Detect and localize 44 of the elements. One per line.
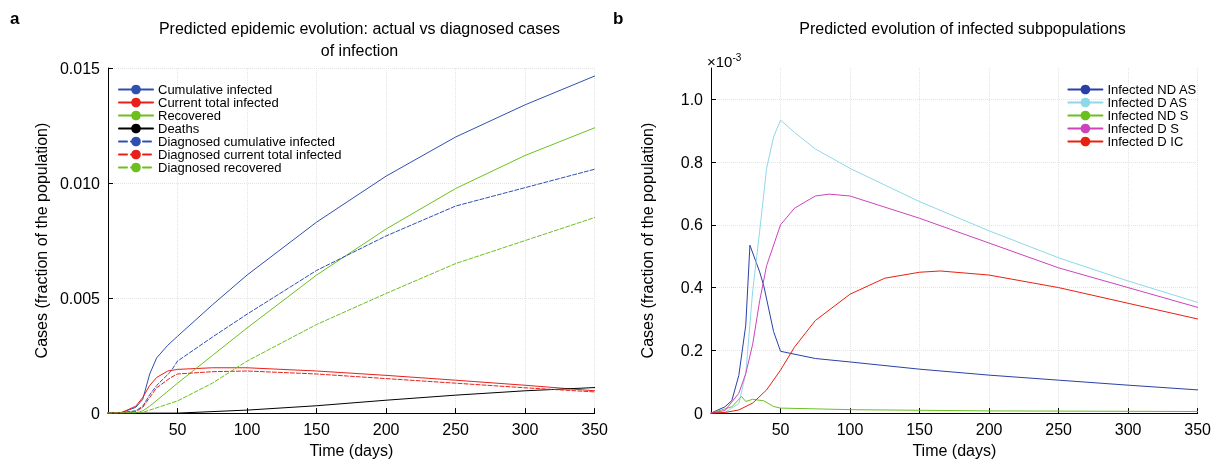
legend-label: Diagnosed current total infected bbox=[158, 147, 342, 162]
x-tick-label: 300 bbox=[1114, 420, 1142, 438]
legend-label: Deaths bbox=[158, 121, 200, 136]
y-tick-label: 0.6 bbox=[680, 216, 704, 234]
x-tick-label: 150 bbox=[906, 420, 934, 438]
legend-label: Cumulative infected bbox=[158, 82, 273, 97]
x-tick-label: 100 bbox=[233, 420, 261, 438]
x-axis-title: Time (days) bbox=[309, 441, 394, 459]
y-axis-title: Cases (fraction of the population) bbox=[32, 122, 50, 359]
y-tick-label: 0.005 bbox=[59, 289, 101, 307]
x-tick-label: 250 bbox=[1045, 420, 1073, 438]
x-tick-label: 150 bbox=[303, 420, 331, 438]
x-tick-label: 50 bbox=[168, 420, 187, 438]
x-tick-label: 250 bbox=[442, 420, 470, 438]
x-tick-label: 350 bbox=[581, 420, 609, 438]
legend-label: Infected D S bbox=[1107, 121, 1180, 136]
x-tick-label: 300 bbox=[511, 420, 539, 438]
x-tick-label: 100 bbox=[836, 420, 864, 438]
y-tick-label: 1.0 bbox=[680, 90, 704, 108]
text: b bbox=[613, 9, 624, 28]
y-tick-label: 0.2 bbox=[680, 341, 704, 359]
chart-title: Predicted evolution of infected subpopulations bbox=[799, 19, 1126, 37]
y-tick-label: 0.4 bbox=[680, 279, 704, 297]
y-axis-title: Cases (fraction of the population) bbox=[638, 122, 656, 359]
y-tick-label: 0 bbox=[91, 404, 101, 422]
legend-label: Infected D IC bbox=[1107, 134, 1184, 149]
legend-label: Infected ND AS bbox=[1107, 82, 1197, 97]
x-axis-title: Time (days) bbox=[912, 441, 997, 459]
legend-label: Recovered bbox=[158, 108, 221, 123]
y-tick-label: 0.010 bbox=[59, 174, 101, 192]
legend-label: Current total infected bbox=[158, 95, 279, 110]
y-tick-label: 0 bbox=[694, 404, 704, 422]
x-tick-label: 350 bbox=[1184, 420, 1212, 438]
legend-label: Infected ND S bbox=[1107, 108, 1189, 123]
legend-label: Diagnosed recovered bbox=[158, 160, 282, 175]
y-tick-label: 0.8 bbox=[680, 153, 704, 171]
x-tick-label: 50 bbox=[771, 420, 790, 438]
legend-label: Diagnosed cumulative infected bbox=[158, 134, 336, 149]
x-tick-label: 200 bbox=[372, 420, 400, 438]
y-tick-label: 0.015 bbox=[59, 59, 101, 77]
chart-title: Predicted epidemic evolution: actual vs diagnosed cases of infection bbox=[158, 19, 561, 59]
text: a bbox=[10, 9, 20, 28]
legend-label: Infected D AS bbox=[1107, 95, 1188, 110]
x-tick-label: 200 bbox=[975, 420, 1003, 438]
